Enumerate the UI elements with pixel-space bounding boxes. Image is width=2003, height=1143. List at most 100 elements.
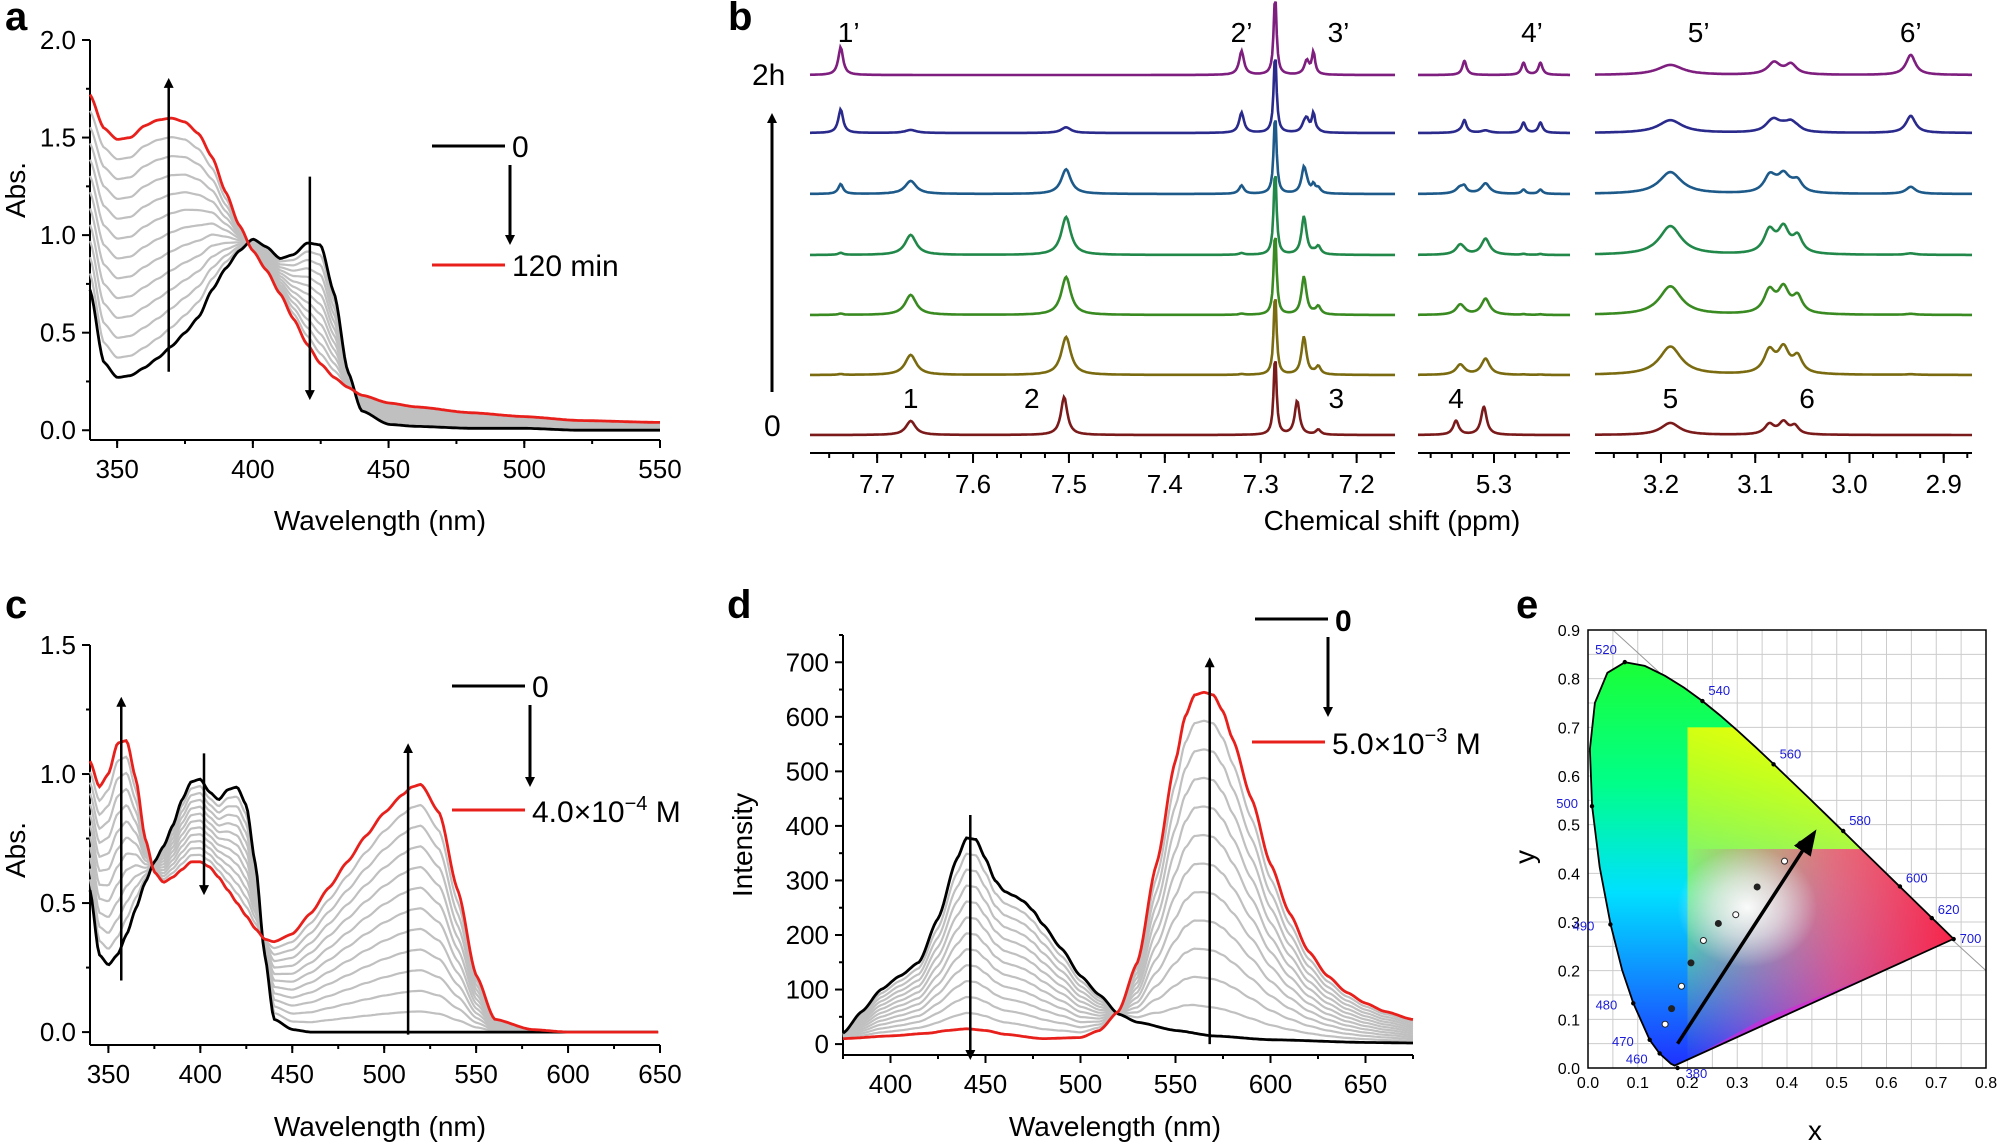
panel-d-ylabel: Intensity <box>727 793 758 897</box>
series-line-start <box>842 836 1413 1045</box>
panel-b-tick-labels: 7.7 7.6 7.5 7.4 7.3 7.2 5.3 3.2 3.1 3.0 2.9 <box>859 469 1962 499</box>
nmr-trace <box>810 120 1395 196</box>
wavelength-marker <box>1771 762 1776 767</box>
y-tick-label: 1.0 <box>40 759 76 789</box>
y-tick-label: 1.5 <box>40 123 76 153</box>
series-line-end <box>88 93 660 424</box>
peak-label-bottom: 1 <box>903 383 919 414</box>
wavelength-label: 470 <box>1612 1034 1634 1049</box>
panel-c-xlabel: Wavelength (nm) <box>274 1111 486 1142</box>
y-tick-label: 0.0 <box>1558 1061 1580 1078</box>
series-line-intermediate <box>88 159 660 427</box>
y-tick-label: 0.5 <box>40 888 76 918</box>
panel-d-label: d <box>727 583 751 627</box>
wavelength-label: 500 <box>1556 796 1578 811</box>
panel-a-label: a <box>5 0 28 39</box>
x-tick-label: 600 <box>1249 1069 1292 1099</box>
x-tick-label: 400 <box>179 1059 222 1089</box>
peak-label-top: 1’ <box>838 17 860 48</box>
x-tick-label: 450 <box>367 454 410 484</box>
panel-a-tick-labels: 350 400 450 500 550 0.0 0.5 1.0 1.5 2.0 <box>40 25 682 484</box>
chromaticity-point <box>1753 883 1761 891</box>
peak-label-bottom: 5 <box>1663 383 1679 414</box>
nmr-trace <box>1418 405 1570 437</box>
chromaticity-point <box>1714 919 1722 927</box>
y-tick-label: 0.5 <box>1558 818 1580 835</box>
panel-b-nmr: b 7.7 7.6 7.5 7.4 7.3 7.2 5.3 3.2 3.1 3.0 2.9 1 2 3 4… <box>728 0 1972 536</box>
x-tick-label: 3.2 <box>1643 469 1679 499</box>
peak-label-top: 3’ <box>1328 17 1350 48</box>
series-line-intermediate <box>88 191 660 428</box>
x-tick-label: 0.0 <box>1577 1075 1599 1092</box>
series-line-intermediate <box>89 142 660 426</box>
chromaticity-point <box>1781 857 1789 865</box>
wavelength-label: 600 <box>1906 870 1928 885</box>
y-tick-label: 200 <box>786 920 829 950</box>
panel-b-xlabel: Chemical shift (ppm) <box>1264 505 1521 536</box>
x-tick-label: 400 <box>231 454 274 484</box>
wavelength-label: 700 <box>1960 931 1982 946</box>
x-tick-label: 550 <box>638 454 681 484</box>
panel-c-label: c <box>5 583 27 627</box>
panel-e-diagram: 0.0 0.1 0.2 0.3 0.4 0.5 0.6 0.7 0.8 0.0 0.1 0.2 0.3 0… <box>1556 623 1997 1092</box>
nmr-trace <box>1418 357 1570 377</box>
wavelength-label: 380 <box>1686 1066 1708 1081</box>
nmr-trace <box>810 175 1395 257</box>
series-line-intermediate <box>842 852 1413 1043</box>
chromaticity-point <box>1668 1005 1676 1013</box>
wavelength-label: 620 <box>1938 902 1960 917</box>
x-tick-label: 450 <box>271 1059 314 1089</box>
x-tick-label: 7.7 <box>859 469 895 499</box>
panel-a-xlabel: Wavelength (nm) <box>274 505 486 536</box>
peak-label-top: 5’ <box>1688 17 1710 48</box>
y-tick-label: 1.0 <box>40 220 76 250</box>
y-tick-label: 0.4 <box>1558 866 1580 883</box>
series-line-intermediate <box>842 868 1414 1041</box>
chromaticity-point <box>1687 959 1695 967</box>
x-tick-label: 550 <box>454 1059 497 1089</box>
panel-b-spectra <box>809 1 1972 437</box>
nmr-trace <box>1418 118 1570 135</box>
y-tick-label: 0.2 <box>1558 964 1580 981</box>
series-line-intermediate <box>88 175 660 427</box>
series-line-intermediate <box>842 862 1414 1037</box>
peak-label-bottom: 3 <box>1328 383 1344 414</box>
x-tick-label: 5.3 <box>1476 469 1512 499</box>
wavelength-marker <box>1951 936 1956 942</box>
x-tick-label: 0.2 <box>1676 1075 1698 1092</box>
x-tick-label: 3.1 <box>1737 469 1773 499</box>
nmr-trace <box>1595 282 1972 317</box>
series-line-intermediate <box>88 208 660 429</box>
panel-c-ylabel: Abs. <box>0 822 31 878</box>
x-tick-label: 3.0 <box>1831 469 1867 499</box>
wavelength-marker <box>1622 659 1628 665</box>
panel-c-uv-vis-conc: c 350 400 450 500 550 600 650 0.0 0.5 1.0 1.5 Wave… <box>0 583 682 1142</box>
series-line-start <box>88 237 660 432</box>
x-tick-label: 7.2 <box>1339 469 1375 499</box>
x-tick-label: 550 <box>1154 1069 1197 1099</box>
chromaticity-point <box>1797 840 1805 848</box>
series-line-end <box>88 738 659 1034</box>
wavelength-marker <box>1631 1001 1636 1006</box>
wavelength-label: 490 <box>1573 918 1595 933</box>
nmr-trace <box>810 298 1395 377</box>
panel-e-cie: e 0.0 0.1 0.2 0.3 0.4 0.5 0.6 0.7 0.80.00.10.20.… <box>1509 583 1997 1143</box>
nmr-trace <box>1595 53 1972 77</box>
panel-d-fluorescence: d 400 450 500 550 600 650 0 100 200 300 400 500 600 7… <box>727 583 1481 1142</box>
panel-a-axes <box>82 39 661 448</box>
series-line-intermediate <box>842 884 1414 1039</box>
x-tick-label: 0.6 <box>1875 1075 1897 1092</box>
nmr-trace <box>1594 222 1972 257</box>
panel-d-xlabel: Wavelength (nm) <box>1009 1111 1221 1142</box>
peak-label-bottom: 4 <box>1448 383 1464 414</box>
legend-end-label: 120 min <box>512 250 619 283</box>
panel-b-axes <box>810 452 1972 463</box>
nmr-trace <box>809 1 1395 77</box>
legend-start-label: 0 <box>1335 605 1352 638</box>
y-tick-label: 0.9 <box>1558 623 1580 640</box>
x-tick-label: 600 <box>546 1059 589 1089</box>
panel-d-series <box>842 657 1414 1060</box>
x-tick-label: 0.8 <box>1975 1075 1997 1092</box>
y-tick-label: 0.6 <box>1558 769 1580 786</box>
